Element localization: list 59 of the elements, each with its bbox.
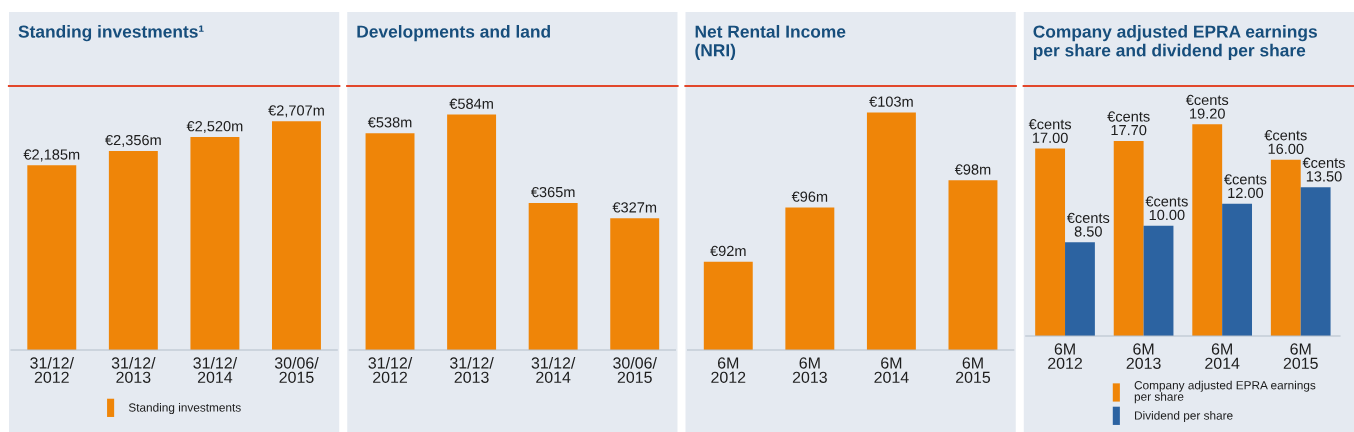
data-label: €2,356m [105, 134, 161, 147]
legend-label: Dividend per share [1135, 411, 1233, 423]
data-label: €cents 13.50 [1302, 157, 1345, 182]
bar [1065, 242, 1095, 336]
x-tick-label: 6M 2015 [1283, 343, 1318, 369]
data-label: €584m [449, 98, 493, 109]
x-tick-label: 31/12/ 2012 [30, 356, 74, 383]
legend-label: Standing investments [128, 403, 241, 415]
data-label: €96m [791, 191, 828, 202]
bar [190, 137, 240, 350]
x-tick-label: 31/12/ 2014 [193, 356, 238, 383]
bar [1113, 140, 1144, 336]
x-tick-label: 30/06/ 2015 [613, 356, 657, 383]
bar [447, 114, 497, 350]
x-tick-label: 6M 2014 [874, 357, 909, 383]
bar [610, 218, 660, 350]
bar [1192, 124, 1223, 336]
data-label: €2,520m [186, 121, 243, 134]
x-tick-label: 6M 2012 [1048, 343, 1082, 369]
x-tick-label: 31/12/ 2014 [531, 356, 576, 383]
data-label: €cents 17.00 [1028, 119, 1072, 143]
bar [27, 165, 77, 350]
data-label: €538m [367, 117, 412, 128]
bar [1143, 225, 1174, 336]
bar [1300, 187, 1331, 336]
x-tick-label: 30/06/ 2015 [274, 356, 319, 383]
x-tick-label: 6M 2014 [1205, 343, 1240, 369]
chart-title: Developments and land [357, 25, 550, 42]
bar [528, 202, 578, 350]
x-tick-label: 6M 2013 [1126, 343, 1161, 369]
data-label: €98m [954, 164, 991, 175]
x-tick-label: 31/12/ 2012 [368, 356, 413, 383]
data-label: €2,707m [268, 105, 324, 118]
bar [1035, 148, 1066, 336]
data-label: €cents 16.00 [1264, 130, 1307, 154]
chart-title: Net Rental Income (NRI) [695, 25, 846, 60]
x-tick-label: 6M 2015 [956, 357, 991, 383]
data-label: €cents 19.20 [1185, 94, 1229, 119]
bar [365, 133, 415, 350]
data-label: €cents 17.70 [1107, 111, 1150, 136]
x-tick-label: 6M 2013 [792, 357, 827, 383]
data-label: €103m [869, 96, 913, 107]
x-tick-label: 6M 2012 [711, 357, 746, 383]
data-label: €cents 8.50 [1066, 212, 1110, 237]
bar [1222, 203, 1253, 336]
bar [1270, 159, 1301, 336]
bar [108, 150, 158, 350]
data-label: €327m [612, 202, 657, 213]
chart-title: Standing investments¹ [18, 25, 204, 42]
x-tick-label: 31/12/ 2013 [111, 356, 156, 383]
data-label: €cents 12.00 [1224, 174, 1267, 199]
data-label: €cents 10.00 [1145, 196, 1188, 221]
data-label: €2,185m [23, 149, 80, 162]
legend-label: Company adjusted EPRA earnings per share [1134, 380, 1316, 404]
data-label: €92m [710, 245, 746, 257]
chart-title: Company adjusted EPRA earnings per share and dividend per share [1033, 25, 1317, 60]
x-tick-label: 31/12/ 2013 [450, 356, 494, 383]
bar [272, 121, 321, 350]
data-label: €365m [530, 186, 575, 198]
